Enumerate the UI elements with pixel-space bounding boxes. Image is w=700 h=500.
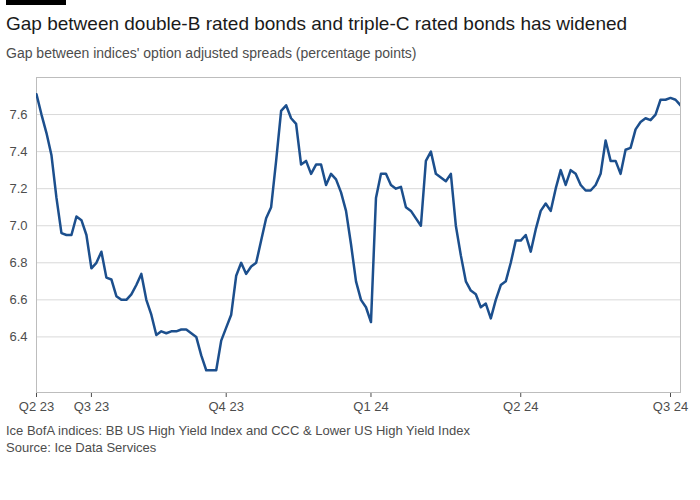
svg-text:Q3 23: Q3 23	[74, 399, 109, 414]
svg-text:7.0: 7.0	[9, 218, 27, 233]
svg-text:6.8: 6.8	[9, 255, 27, 270]
svg-text:Q2 24: Q2 24	[503, 399, 538, 414]
html-text:Ice BofA indices: BB US High Y: Ice BofA indices: BB US High Yield Index…	[6, 423, 470, 438]
svg-text:6.4: 6.4	[9, 329, 27, 344]
svg-text:Q3 24: Q3 24	[653, 399, 688, 414]
svg-text:7.4: 7.4	[9, 144, 27, 159]
svg-text:7.2: 7.2	[9, 181, 27, 196]
html-text:Gap between indices' option ad: Gap between indices' option adjusted spr…	[6, 45, 417, 61]
svg-text:7.6: 7.6	[9, 107, 27, 122]
html-text:Gap between double-B rated bon: Gap between double-B rated bonds and tri…	[6, 13, 628, 34]
svg-text:Q1 24: Q1 24	[353, 399, 388, 414]
html-text:Source: Ice Data Services: Source: Ice Data Services	[6, 440, 157, 455]
svg-text:6.6: 6.6	[9, 292, 27, 307]
svg-text:Q2 23: Q2 23	[19, 399, 54, 414]
svg-text:Q4 23: Q4 23	[208, 399, 243, 414]
